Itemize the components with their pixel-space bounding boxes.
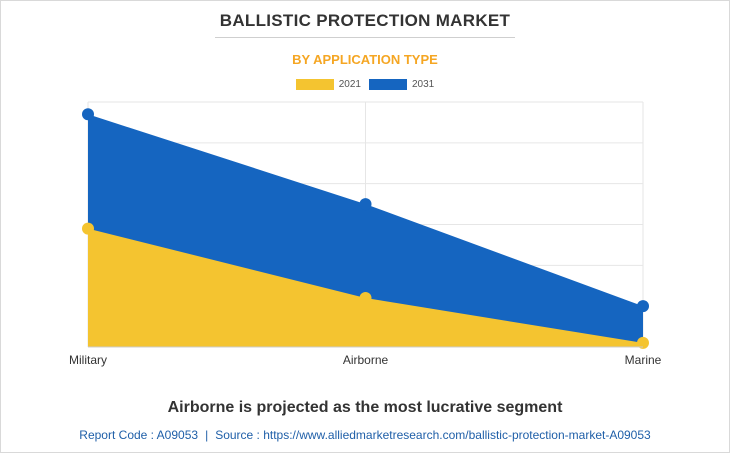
chart-title: BALLISTIC PROTECTION MARKET (219, 11, 511, 30)
legend-item-2031[interactable]: 2031 (369, 79, 434, 90)
data-point-2021-airborne (359, 292, 372, 304)
data-point-2031-marine (637, 300, 649, 313)
x-tick-label-airborne: Airborne (343, 353, 389, 367)
legend-item-2021[interactable]: 2021 (295, 79, 361, 90)
data-point-2031-military (82, 108, 94, 121)
legend-swatch-2031 (369, 79, 407, 90)
x-tick-label-marine: Marine (625, 353, 662, 367)
title-divider (215, 37, 515, 38)
source-link[interactable]: Source : https://www.alliedmarketresearc… (215, 428, 651, 442)
legend: 2021 2031 (0, 79, 730, 90)
report-code: Report Code : A09053 (79, 428, 199, 442)
data-point-2021-military (82, 222, 94, 235)
x-tick-label-military: Military (69, 353, 107, 367)
legend-label-2031: 2031 (412, 79, 435, 90)
data-point-2021-marine (637, 336, 649, 349)
footer-source: Report Code : A09053 | Source : https://ww… (0, 428, 730, 442)
chart-subtitle: BY APPLICATION TYPE (292, 52, 438, 67)
area-series-2021 (88, 228, 643, 347)
footer-separator: | (205, 428, 209, 442)
headline: Airborne is projected as the most lucrat… (167, 399, 563, 416)
data-point-2031-airborne (359, 198, 372, 211)
legend-label-2021: 2021 (338, 79, 361, 90)
legend-swatch-2021 (295, 79, 334, 90)
